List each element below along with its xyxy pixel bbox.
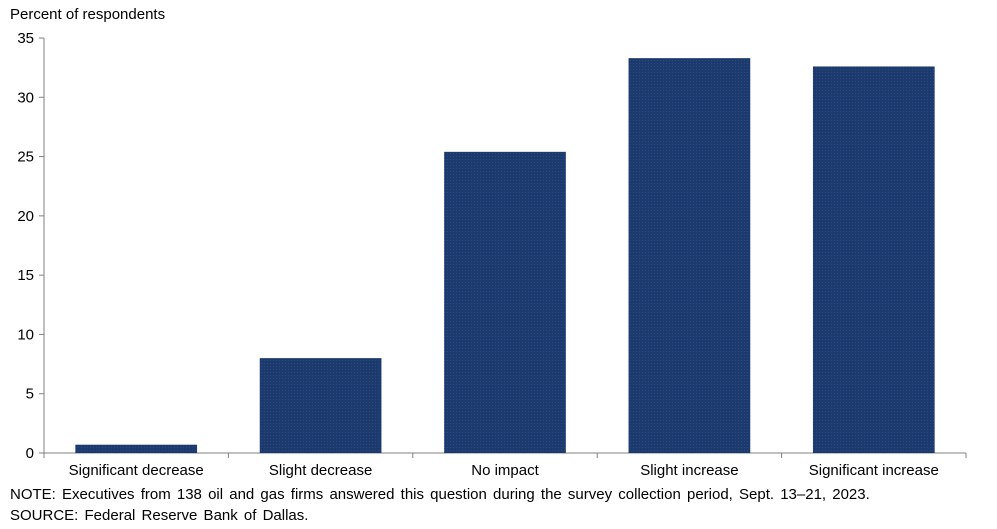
y-axis-label: Percent of respondents [10,6,166,23]
y-tick-label: 25 [17,149,34,166]
bar [628,58,751,454]
chart-source: SOURCE: Federal Reserve Bank of Dallas. [10,507,309,524]
bar [259,358,382,453]
bar [75,444,198,453]
x-tick-label: Significant increase [809,462,939,479]
axis-labels: 0 5 10 15 20 25 30 35 Significant decrease Slight… [17,30,939,479]
y-tick-label: 35 [17,30,34,47]
chart-note: NOTE: Executives from 138 oil and gas fi… [10,486,870,503]
bars [75,58,935,454]
bar [444,151,566,454]
bar [812,66,935,453]
y-tick-label: 20 [17,208,34,225]
y-tick-label: 30 [17,89,34,106]
x-tick-label: Significant decrease [69,462,204,479]
y-tick-label: 5 [26,386,34,403]
y-tick-label: 0 [26,445,34,462]
x-tick-label: Slight increase [640,462,738,479]
x-tick-label: Slight decrease [269,462,372,479]
y-tick-label: 10 [17,326,34,343]
y-tick-label: 15 [17,267,34,284]
x-tick-label: No impact [471,462,539,479]
